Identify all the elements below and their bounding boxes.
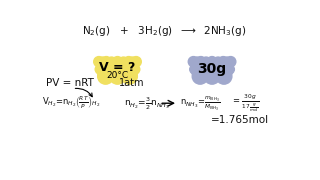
Circle shape [109,68,125,84]
Text: 30g: 30g [197,62,227,76]
Text: 20°C: 20°C [107,71,129,80]
Ellipse shape [95,60,140,79]
FancyArrowPatch shape [75,88,92,97]
Text: n$_{NH_3}$=$\frac{m_{NH_3}}{M_{NH_3}}$: n$_{NH_3}$=$\frac{m_{NH_3}}{M_{NH_3}}$ [180,94,220,112]
Circle shape [124,57,134,67]
Circle shape [101,57,112,67]
Circle shape [131,57,141,67]
Circle shape [218,57,228,67]
Circle shape [204,68,220,84]
Circle shape [119,57,128,66]
Circle shape [216,68,232,84]
Circle shape [128,57,137,66]
Text: N$_2$(g)   +   3H$_2$(g)  $\longrightarrow$  2NH$_3$(g): N$_2$(g) + 3H$_2$(g) $\longrightarrow$ 2… [82,24,246,38]
Circle shape [226,57,236,67]
Circle shape [122,68,137,84]
Circle shape [192,68,208,84]
Circle shape [201,57,211,66]
Circle shape [207,57,217,67]
Circle shape [94,57,104,67]
Text: = $\frac{30g}{17\frac{g}{mol}}$: = $\frac{30g}{17\frac{g}{mol}}$ [232,92,260,114]
Ellipse shape [190,60,234,79]
Circle shape [98,68,114,84]
Text: V$_{H_2}$=n$_{H_2}$$\left(\frac{RT}{P}\right)_{H_2}$: V$_{H_2}$=n$_{H_2}$$\left(\frac{RT}{P}\r… [42,95,100,111]
Circle shape [192,57,202,66]
Circle shape [112,57,123,67]
Circle shape [196,57,206,67]
Text: =1.765mol: =1.765mol [211,115,268,125]
Circle shape [213,57,223,66]
Circle shape [188,57,199,67]
Text: n$_{H_2}$=$\frac{3}{2}$n$_{NH_3}$: n$_{H_2}$=$\frac{3}{2}$n$_{NH_3}$ [124,95,170,112]
Text: 1atm: 1atm [119,78,144,88]
Text: V = ?: V = ? [99,60,136,73]
Circle shape [98,57,107,66]
Circle shape [222,57,232,66]
Circle shape [107,57,116,66]
Text: PV = nRT: PV = nRT [46,78,94,88]
